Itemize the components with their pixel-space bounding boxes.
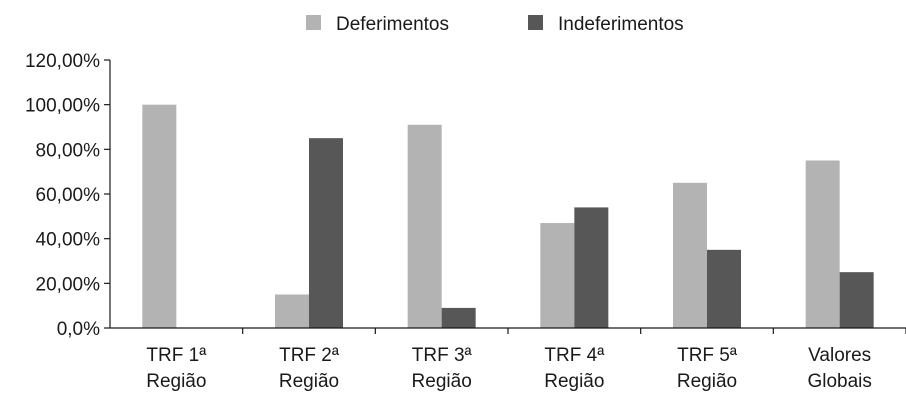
bar-deferimentos-1 — [142, 104, 177, 329]
x-category-label: Globais — [807, 371, 871, 392]
x-category-label: TRF 3ª — [412, 345, 473, 366]
legend: Deferimentos Indeferimentos — [306, 14, 684, 35]
bar-indeferimentos-3 — [441, 307, 476, 328]
y-tick-label: 100,00% — [25, 96, 100, 117]
y-tick-label: 20,00% — [36, 274, 101, 295]
bar-indeferimentos-2 — [309, 138, 343, 328]
x-category-label: Região — [146, 371, 206, 392]
x-axis: TRF 1ª Região TRF 2ª Região TRF 3ª Região TRF … — [110, 327, 906, 392]
bars — [142, 104, 874, 329]
bar-deferimentos-4 — [540, 223, 575, 328]
bar-indeferimentos-6 — [839, 272, 874, 328]
x-category-label: TRF 4ª — [544, 345, 605, 366]
x-category-label: Região — [412, 371, 472, 392]
x-category-label: TRF 1ª — [146, 345, 207, 366]
x-category-label: Região — [544, 371, 604, 392]
bar-deferimentos-2 — [275, 294, 309, 328]
x-category-label: Valores — [808, 345, 871, 366]
x-category-label: TRF 5ª — [677, 345, 738, 366]
bar-deferimentos-6 — [805, 160, 840, 328]
y-tick-label: 60,00% — [36, 185, 101, 206]
bar-indeferimentos-5 — [707, 249, 741, 328]
y-tick-label: 80,00% — [36, 140, 101, 161]
x-category-label: Região — [279, 371, 339, 392]
y-tick-label: 120,00% — [25, 51, 100, 72]
y-axis: 0,0% 20,00% 40,00% 60,00% 80,00% 100,00% 120,0… — [25, 51, 111, 340]
legend-label-indeferimentos: Indeferimentos — [558, 14, 684, 35]
legend-label-deferimentos: Deferimentos — [336, 14, 449, 35]
legend-swatch-deferimentos — [306, 15, 321, 30]
y-tick-label: 0,0% — [57, 319, 100, 340]
y-tick-label: 40,00% — [36, 230, 101, 251]
bar-deferimentos-3 — [407, 124, 442, 329]
legend-swatch-indeferimentos — [528, 15, 543, 30]
bar-indeferimentos-4 — [574, 207, 609, 328]
x-category-label: Região — [677, 371, 737, 392]
bar-deferimentos-5 — [673, 182, 707, 328]
x-category-label: TRF 2ª — [279, 345, 340, 366]
